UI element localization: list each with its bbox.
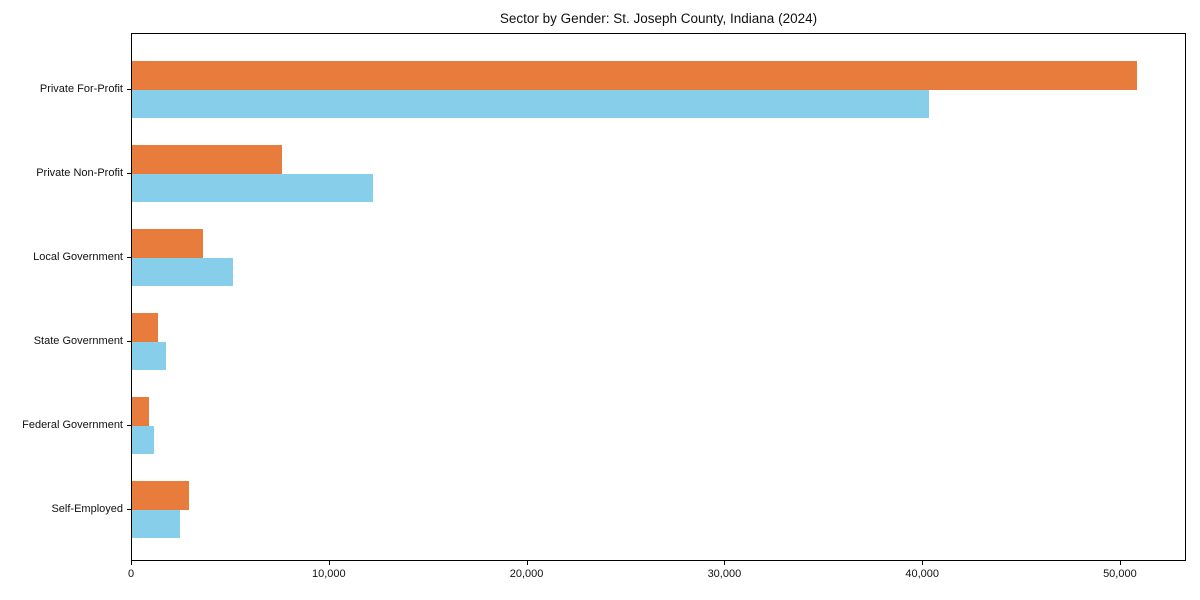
bar-male-self-employed [132,481,190,510]
bar-female-state-government [132,341,166,370]
ytick-mark [127,424,131,426]
ytick-label-federal-government: Federal Government [22,418,123,431]
xtick-mark [922,561,924,565]
bar-male-federal-government [132,397,149,426]
xtick-label-40-000: 40,000 [905,568,940,580]
ytick-label-self-employed: Self-Employed [51,502,123,515]
bar-female-private-non-profit [132,173,374,202]
bar-male-private-non-profit [132,145,283,174]
chart-title: Sector by Gender: St. Joseph County, Ind… [499,11,818,26]
bar-male-local-government [132,229,204,258]
bar-male-private-for-profit [132,61,1137,90]
ytick-mark [127,340,131,342]
ytick-mark [127,172,131,174]
ytick-mark [127,88,131,90]
ytick-mark [127,256,131,258]
plot-area: Male Female [131,33,1186,561]
ytick-label-private-non-profit: Private Non-Profit [36,166,123,179]
xtick-mark [328,561,330,565]
bar-female-private-for-profit [132,89,930,118]
xtick-mark [724,561,726,565]
xtick-mark [131,561,132,565]
bar-female-federal-government [132,425,154,454]
bar-female-self-employed [132,509,180,538]
xtick-label-30-000: 30,000 [707,568,742,580]
xtick-label-50-000: 50,000 [1103,568,1137,580]
ytick-label-local-government: Local Government [33,250,123,263]
xtick-mark [1119,561,1121,565]
xtick-label-20-000: 20,000 [509,568,544,580]
ytick-label-state-government: State Government [33,334,123,347]
ytick-mark [127,508,131,510]
bar-male-state-government [132,313,158,342]
xtick-mark [526,561,528,565]
xtick-label-0: 0 [127,568,135,580]
ytick-label-private-for-profit: Private For-Profit [39,82,123,95]
xtick-label-10-000: 10,000 [311,568,346,580]
bar-female-local-government [132,257,233,286]
